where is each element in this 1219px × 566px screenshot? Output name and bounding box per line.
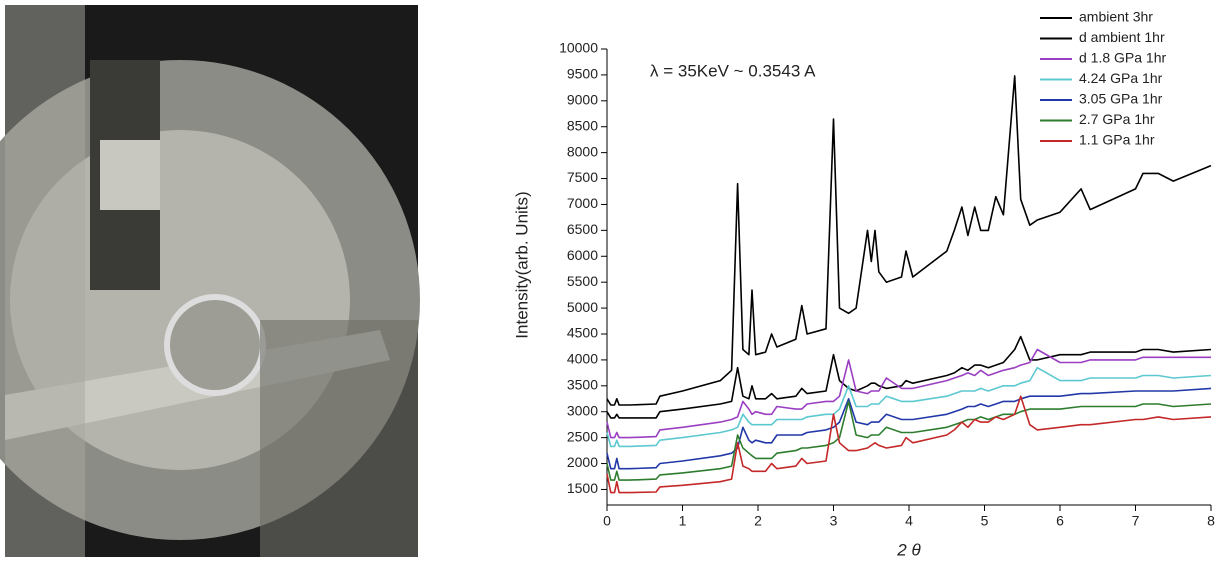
series-line (606, 335, 1212, 419)
series-line (606, 75, 1212, 406)
y-tick-label: 7500 (567, 169, 598, 185)
y-tick-label: 8500 (567, 117, 598, 133)
y-tick-label: 9000 (567, 92, 598, 108)
y-tick-label: 2000 (567, 454, 598, 470)
series-line (606, 348, 1211, 439)
series-line (606, 395, 1212, 494)
x-axis-title: 2 θ (896, 540, 921, 559)
x-tick-label: 8 (1207, 513, 1215, 529)
x-tick-label: 7 (1132, 513, 1140, 529)
y-tick-label: 3500 (567, 377, 598, 393)
x-tick-label: 4 (905, 513, 913, 529)
y-tick-label: 4500 (567, 325, 598, 341)
legend-label: 2.7 GPa 1hr (1079, 111, 1155, 127)
y-tick-label: 3000 (567, 402, 598, 418)
photo-stage-plate (100, 140, 160, 210)
y-tick-label: 2500 (567, 428, 598, 444)
y-tick-label: 6500 (567, 221, 598, 237)
y-tick-label: 5000 (567, 299, 598, 315)
photo (0, 5, 420, 557)
x-tick-label: 2 (754, 513, 762, 529)
y-tick-label: 1500 (567, 480, 598, 496)
y-tick-label: 10000 (559, 40, 598, 56)
series-line (606, 400, 1212, 481)
y-tick-label: 8000 (567, 143, 598, 159)
legend-label: d ambient 1hr (1079, 29, 1165, 45)
legend-label: d 1.8 GPa 1hr (1079, 50, 1167, 66)
series-line (606, 387, 1212, 470)
legend-label: 3.05 GPa 1hr (1079, 91, 1163, 107)
x-tick-label: 3 (830, 513, 838, 529)
y-tick-label: 9500 (567, 66, 598, 82)
x-tick-label: 6 (1056, 513, 1064, 529)
photo-rack (260, 320, 418, 557)
y-tick-label: 4000 (567, 351, 598, 367)
x-tick-label: 5 (981, 513, 989, 529)
legend-label: ambient 3hr (1079, 9, 1153, 25)
x-tick-label: 0 (603, 513, 611, 529)
photo-flange (164, 294, 266, 396)
y-tick-label: 6000 (567, 247, 598, 263)
legend-label: 1.1 GPa 1hr (1079, 132, 1155, 148)
photo-left-plate (5, 5, 85, 557)
series-line (606, 366, 1212, 448)
y-axis-title: Intensity(arb. Units) (512, 191, 531, 338)
y-tick-label: 5500 (567, 273, 598, 289)
y-tick-label: 7000 (567, 195, 598, 211)
legend-label: 4.24 GPa 1hr (1079, 70, 1163, 86)
x-tick-label: 1 (679, 513, 687, 529)
annotation: λ = 35KeV ~ 0.3543 A (650, 61, 816, 80)
